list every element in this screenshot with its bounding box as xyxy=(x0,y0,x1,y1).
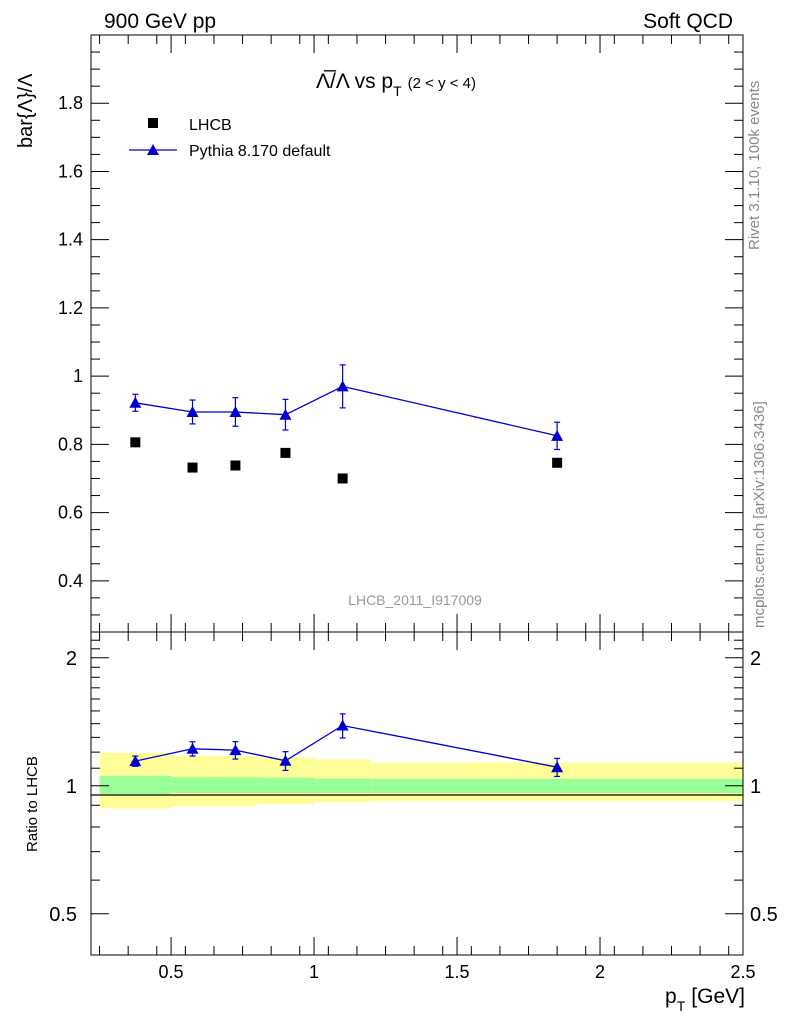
ratio-inner-band xyxy=(256,777,315,793)
legend-marker-lhcb xyxy=(148,118,158,128)
ratio-uncertainty-bands xyxy=(99,752,743,809)
lhcb-point xyxy=(337,473,348,484)
chart-title-sub: T xyxy=(393,83,402,99)
ratio-y-tick-label-right: 0.5 xyxy=(750,904,778,926)
legend: LHCB Pythia 8.170 default xyxy=(129,117,331,160)
main-y-tick-label: 1.2 xyxy=(58,298,83,318)
pythia-ratio-line xyxy=(135,724,558,768)
main-axes: 0.4 0.6 0.8 1 1.2 1.4 1.6 1.8 xyxy=(58,34,744,633)
pythia-point xyxy=(186,405,199,417)
pythia-ratio-point xyxy=(279,754,292,766)
ratio-frame xyxy=(90,631,744,956)
main-y-tick-label: 1.8 xyxy=(58,93,83,113)
ratio-y-tick-label: 1 xyxy=(66,776,77,798)
x-axis-label-unit: [GeV] xyxy=(691,985,745,1008)
ratio-inner-band xyxy=(314,778,372,793)
main-y-tick-label: 0.4 xyxy=(58,571,83,591)
main-panel: 0.4 0.6 0.8 1 1.2 1.4 1.6 1.8 Λ̅/Λ vs pT (2 < y … xyxy=(15,34,744,633)
ratio-inner-band xyxy=(371,778,743,793)
pythia-ratio-point xyxy=(129,755,142,767)
x-tick-label: 0.5 xyxy=(159,962,184,982)
analysis-watermark: LHCB_2011_I917009 xyxy=(348,592,482,608)
chart-title-suffix: (2 < y < 4) xyxy=(408,75,476,92)
main-y-axis-label: bar{Λ}/Λ xyxy=(15,73,37,148)
lhcb-point xyxy=(230,460,241,471)
lhcb-point xyxy=(552,457,563,468)
ratio-y-tick-label-right: 1 xyxy=(750,776,761,798)
header-left-label: 900 GeV pp xyxy=(104,10,216,33)
main-y-tick-label: 1.6 xyxy=(58,161,83,181)
ratio-y-tick-label: 0.5 xyxy=(49,904,77,926)
x-axis-label-sub: T xyxy=(677,998,686,1014)
pythia-ratio-point xyxy=(229,744,242,756)
main-y-tick-label: 0.6 xyxy=(58,503,83,523)
main-y-tick-label: 1 xyxy=(73,366,83,386)
x-tick-label: 1.5 xyxy=(445,962,470,982)
legend-label-pythia: Pythia 8.170 default xyxy=(189,143,331,160)
ratio-y-tick-label: 2 xyxy=(66,648,77,670)
lhcb-point xyxy=(280,447,291,458)
ratio-y-tick-label-right: 2 xyxy=(750,648,761,670)
ratio-inner-band xyxy=(99,775,172,794)
pythia-point xyxy=(551,429,564,441)
ratio-series-layer xyxy=(129,713,564,778)
pythia-line xyxy=(135,385,558,437)
source-label: mcplots.cern.ch [arXiv:1306.3436] xyxy=(751,401,768,628)
main-y-tick-label: 0.8 xyxy=(58,434,83,454)
lhcb-point xyxy=(187,462,198,473)
pythia-ratio-point xyxy=(186,742,199,754)
ratio-inner-band xyxy=(213,777,257,793)
main-y-tick-label: 1.4 xyxy=(58,230,83,250)
ratio-y-axis-label: Ratio to LHCB xyxy=(24,756,41,852)
pythia-point xyxy=(336,380,349,392)
x-tick-label: 2 xyxy=(595,962,605,982)
rivet-label: Rivet 3.1.10, 100k events xyxy=(746,81,763,250)
x-tick-label: 1 xyxy=(309,962,319,982)
ratio-inner-band xyxy=(171,777,214,793)
pythia-point xyxy=(279,408,292,420)
legend-label-lhcb: LHCB xyxy=(189,117,232,134)
pythia-ratio-point xyxy=(551,761,564,773)
chart-title: Λ̅/Λ vs pT (2 < y < 4) xyxy=(316,70,476,99)
pythia-ratio-point xyxy=(336,719,349,731)
ratio-panel: 0.5 1 1.5 2 2.5 0.5 0.5 1 1 2 2 Ratio to LHCB pT [G… xyxy=(24,631,778,1014)
pythia-point xyxy=(229,405,242,417)
x-axis-label-main: p xyxy=(665,985,677,1008)
x-tick-label: 2.5 xyxy=(730,962,755,982)
main-series-layer xyxy=(129,364,564,484)
pythia-point xyxy=(129,396,142,408)
legend-marker-pythia xyxy=(147,144,159,155)
header-right-label: Soft QCD xyxy=(643,10,733,33)
chart-title-main: Λ̅/Λ vs p xyxy=(316,70,393,93)
x-axis-label: pT [GeV] xyxy=(665,985,745,1014)
lhcb-point xyxy=(130,437,141,448)
ratio-axes: 0.5 1 1.5 2 2.5 0.5 0.5 1 1 2 2 xyxy=(49,632,778,982)
